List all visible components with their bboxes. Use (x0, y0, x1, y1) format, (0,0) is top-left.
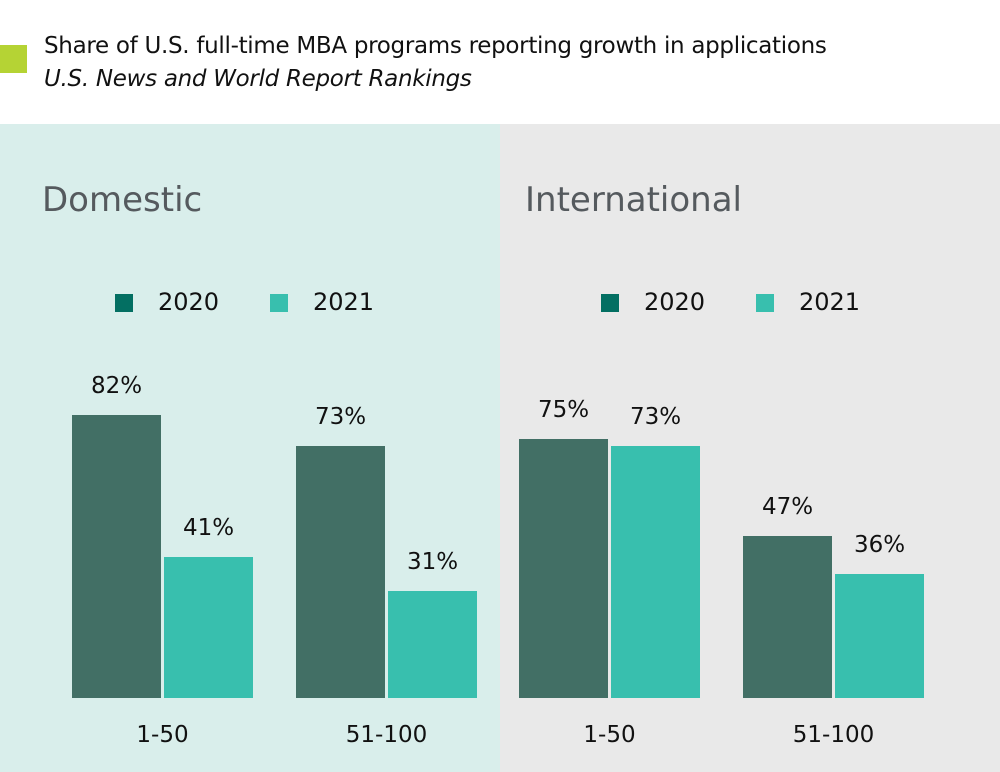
legend-swatch-2020 (115, 294, 133, 312)
accent-square (0, 45, 27, 73)
legend-label-2021: 2021 (799, 288, 861, 316)
bar-2020-1-50 (519, 439, 608, 698)
chart-subtitle: U.S. News and World Report Rankings (44, 66, 472, 92)
chart-title: Share of U.S. full-time MBA programs rep… (44, 33, 827, 59)
panel-international: International 2020 2021 75% 73% 1-50 47% 36%… (500, 124, 1000, 772)
bar-2020-51-100 (296, 446, 385, 698)
data-label: 75% (537, 397, 590, 424)
legend-swatch-2020 (601, 294, 619, 312)
legend-label-2021: 2021 (313, 288, 375, 316)
bar-2021-51-100 (835, 573, 924, 698)
panel-title: Domestic (42, 180, 203, 220)
bar-2020-51-100 (743, 535, 832, 698)
data-label: 41% (182, 514, 235, 541)
panel-domestic: Domestic 2020 2021 82% 41% 1-50 73% 31% 51-10… (0, 124, 500, 772)
legend-label-2020: 2020 (158, 288, 220, 316)
data-label: 47% (761, 493, 814, 520)
data-label: 73% (629, 404, 682, 431)
data-label: 31% (406, 549, 459, 576)
bar-2021-1-50 (611, 446, 700, 698)
data-label: 73% (314, 404, 367, 431)
category-label: 51-100 (345, 722, 428, 748)
data-label: 36% (853, 531, 906, 558)
bar-2021-51-100 (388, 591, 477, 698)
category-label: 51-100 (792, 722, 875, 748)
legend-swatch-2021 (756, 294, 774, 312)
panel-title: International (525, 180, 742, 220)
legend-swatch-2021 (270, 294, 288, 312)
bar-2020-1-50 (72, 415, 161, 698)
category-label: 1-50 (136, 722, 189, 748)
category-label: 1-50 (583, 722, 636, 748)
bar-2021-1-50 (164, 556, 253, 698)
legend-label-2020: 2020 (644, 288, 706, 316)
data-label: 82% (90, 373, 143, 400)
